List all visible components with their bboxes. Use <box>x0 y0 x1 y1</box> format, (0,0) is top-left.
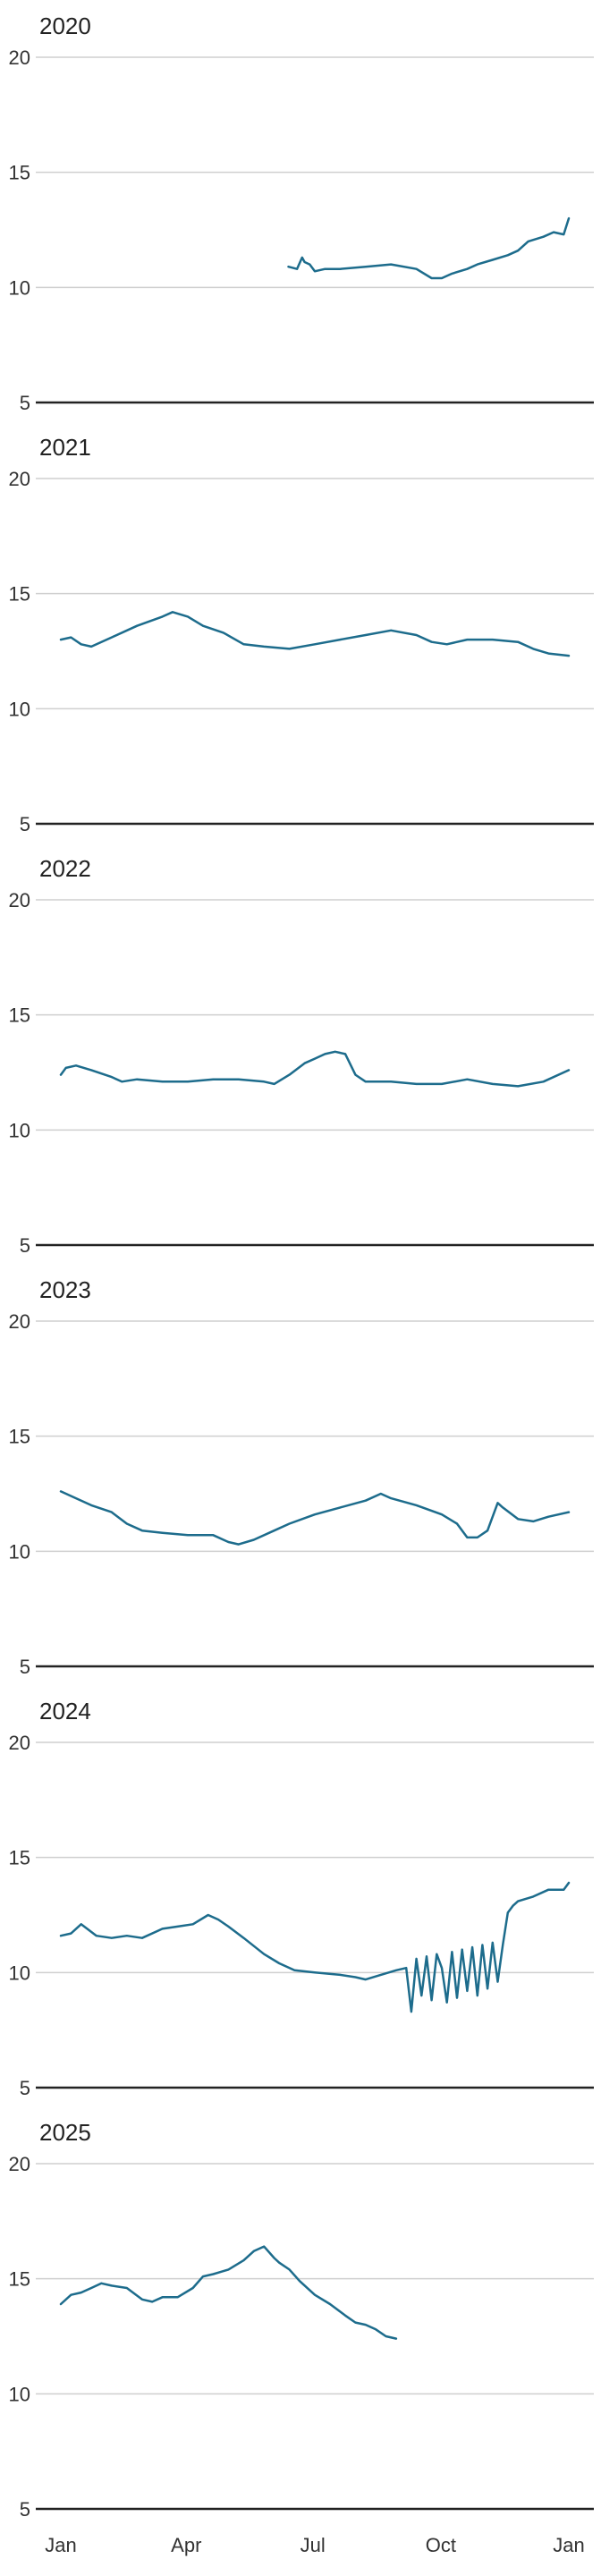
x-tick-label: Oct <box>426 2534 456 2556</box>
y-tick-label: 5 <box>20 392 30 414</box>
series-line <box>59 1050 571 1088</box>
panel-2023: 2023 5 10 15 20 <box>9 1276 594 1678</box>
y-tick-label: 15 <box>9 583 30 606</box>
x-tick-label: Jan <box>553 2534 584 2556</box>
y-tick-label: 10 <box>9 1119 30 1141</box>
series-line <box>59 611 571 657</box>
panel-2021: 2021 5 10 15 20 <box>9 434 594 835</box>
panel-2025: 2025 5 10 15 20 <box>9 2119 594 2521</box>
y-tick-label: 15 <box>9 1426 30 1448</box>
panel-2024: 2024 5 10 15 20 <box>9 1698 594 2099</box>
y-tick-label: 20 <box>9 1732 30 1754</box>
x-axis: Jan Apr Jul Oct Jan <box>45 2534 584 2556</box>
y-tick-label: 5 <box>20 813 30 835</box>
y-tick-label: 10 <box>9 1540 30 1563</box>
y-tick-label: 10 <box>9 698 30 720</box>
x-tick-label: Jul <box>300 2534 326 2556</box>
y-tick-label: 10 <box>9 276 30 299</box>
panel-title: 2025 <box>39 2119 91 2146</box>
panel-title: 2021 <box>39 434 91 461</box>
y-tick-label: 20 <box>9 1310 30 1333</box>
y-tick-label: 10 <box>9 2383 30 2405</box>
y-tick-label: 5 <box>20 1234 30 1257</box>
panel-2022: 2022 5 10 15 20 <box>9 855 594 1257</box>
panel-title: 2024 <box>39 1698 91 1724</box>
panel-2020: 2020 5 10 15 20 <box>9 13 594 414</box>
y-tick-label: 20 <box>9 468 30 490</box>
x-tick-label: Jan <box>45 2534 76 2556</box>
y-tick-label: 15 <box>9 1004 30 1027</box>
x-tick-label: Apr <box>171 2534 201 2556</box>
panel-title: 2020 <box>39 13 91 39</box>
y-tick-label: 15 <box>9 1847 30 1869</box>
series-line <box>59 2245 398 2340</box>
series-line <box>59 1881 571 2013</box>
panel-title: 2022 <box>39 855 91 882</box>
y-tick-label: 15 <box>9 162 30 184</box>
y-tick-label: 20 <box>9 47 30 69</box>
y-tick-label: 15 <box>9 2268 30 2291</box>
y-tick-label: 20 <box>9 889 30 911</box>
panel-title: 2023 <box>39 1276 91 1303</box>
y-tick-label: 20 <box>9 2153 30 2175</box>
y-tick-label: 5 <box>20 2077 30 2099</box>
series-line <box>59 1490 571 1546</box>
series-line <box>287 216 571 280</box>
y-tick-label: 5 <box>20 2498 30 2521</box>
y-tick-label: 10 <box>9 1962 30 1984</box>
y-tick-label: 5 <box>20 1656 30 1678</box>
